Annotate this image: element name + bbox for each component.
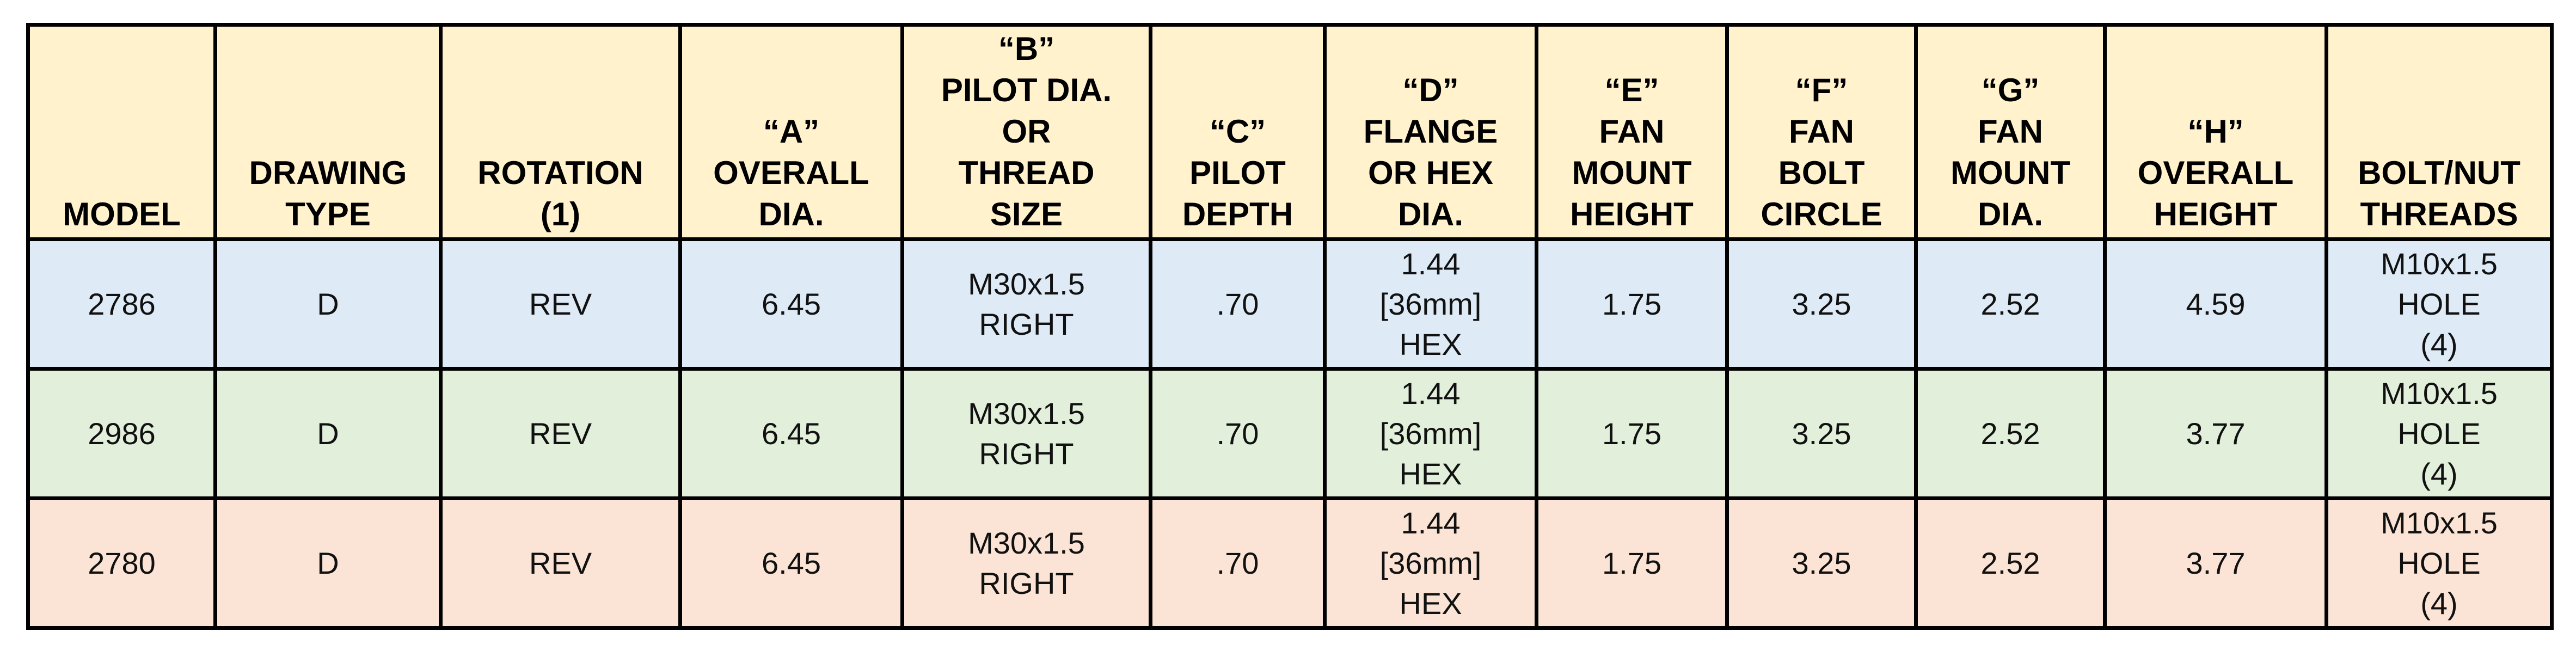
header-cell: “D” FLANGE OR HEX DIA.	[1323, 23, 1538, 241]
data-cell: REV	[439, 496, 682, 630]
data-row: 2986 D REV 6.45 M30x1.5 RIGHT .70 1.44 [36mm] …	[26, 367, 2554, 500]
data-cell: M10x1.5 HOLE (4)	[2324, 496, 2554, 630]
data-cell: 6.45	[678, 496, 904, 630]
data-cell: M10x1.5 HOLE (4)	[2324, 237, 2554, 371]
data-cell: D	[213, 496, 443, 630]
data-cell: .70	[1149, 237, 1327, 371]
data-cell: 4.59	[2103, 237, 2328, 371]
data-cell: 6.45	[678, 237, 904, 371]
data-cell: 1.44 [36mm] HEX	[1323, 367, 1538, 500]
data-cell: 6.45	[678, 367, 904, 500]
header-cell: ROTATION (1)	[439, 23, 682, 241]
data-cell: 2786	[26, 237, 217, 371]
data-cell: 3.77	[2103, 367, 2328, 500]
data-cell: 3.77	[2103, 496, 2328, 630]
data-cell: 2780	[26, 496, 217, 630]
data-cell: 3.25	[1725, 496, 1918, 630]
data-cell: 3.25	[1725, 237, 1918, 371]
data-cell: 2.52	[1914, 496, 2107, 630]
data-cell: 3.25	[1725, 367, 1918, 500]
data-cell: .70	[1149, 367, 1327, 500]
data-cell: D	[213, 237, 443, 371]
data-cell: 1.75	[1535, 237, 1729, 371]
header-cell: BOLT/NUT THREADS	[2324, 23, 2554, 241]
header-cell: “B” PILOT DIA. OR THREAD SIZE	[900, 23, 1152, 241]
data-cell: 1.75	[1535, 367, 1729, 500]
data-cell: M30x1.5 RIGHT	[900, 496, 1152, 630]
data-cell: REV	[439, 237, 682, 371]
spec-table: MODEL DRAWING TYPE ROTATION (1) “A” OVERALL…	[26, 23, 2554, 630]
table-body: 2786 D REV 6.45 M30x1.5 RIGHT .70 1.44 [36mm] …	[26, 237, 2554, 630]
data-cell: 1.75	[1535, 496, 1729, 630]
data-row: 2780 D REV 6.45 M30x1.5 RIGHT .70 1.44 [36mm] …	[26, 496, 2554, 630]
table-head: MODEL DRAWING TYPE ROTATION (1) “A” OVERALL…	[26, 23, 2554, 241]
data-cell: 2.52	[1914, 367, 2107, 500]
data-cell: M10x1.5 HOLE (4)	[2324, 367, 2554, 500]
header-cell: “H” OVERALL HEIGHT	[2103, 23, 2328, 241]
data-cell: 1.44 [36mm] HEX	[1323, 496, 1538, 630]
header-cell: DRAWING TYPE	[213, 23, 443, 241]
data-cell: .70	[1149, 496, 1327, 630]
data-row: 2786 D REV 6.45 M30x1.5 RIGHT .70 1.44 [36mm] …	[26, 237, 2554, 371]
header-cell: “F” FAN BOLT CIRCLE	[1725, 23, 1918, 241]
data-cell: M30x1.5 RIGHT	[900, 237, 1152, 371]
data-cell: 1.44 [36mm] HEX	[1323, 237, 1538, 371]
data-cell: M30x1.5 RIGHT	[900, 367, 1152, 500]
header-cell: “E” FAN MOUNT HEIGHT	[1535, 23, 1729, 241]
header-cell: “A” OVERALL DIA.	[678, 23, 904, 241]
data-cell: REV	[439, 367, 682, 500]
data-cell: D	[213, 367, 443, 500]
data-cell: 2.52	[1914, 237, 2107, 371]
data-cell: 2986	[26, 367, 217, 500]
header-cell: “G” FAN MOUNT DIA.	[1914, 23, 2107, 241]
header-row: MODEL DRAWING TYPE ROTATION (1) “A” OVERALL…	[26, 23, 2554, 241]
header-cell: “C” PILOT DEPTH	[1149, 23, 1327, 241]
header-cell: MODEL	[26, 23, 217, 241]
